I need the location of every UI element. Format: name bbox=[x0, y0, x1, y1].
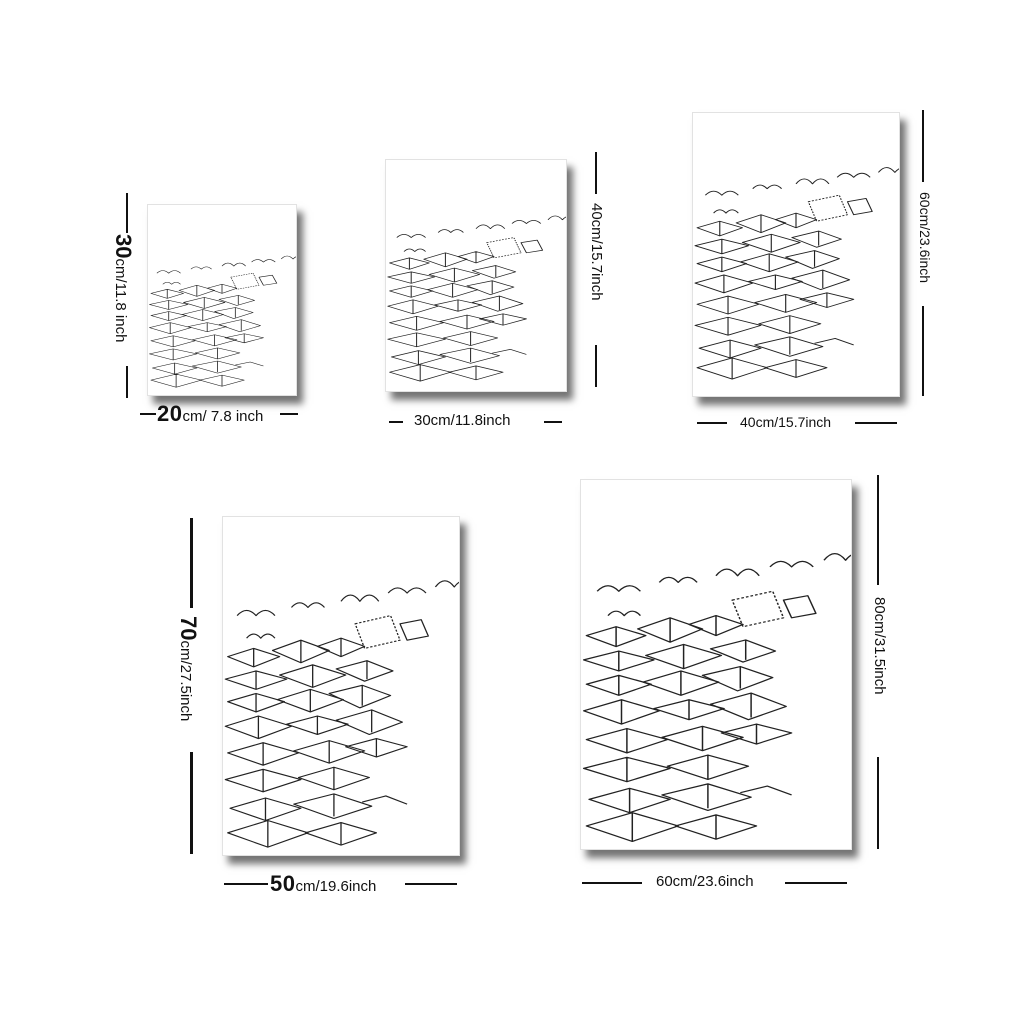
height-label-s4: 70cm/27.5inch bbox=[176, 616, 201, 722]
height-number-s1: 30 bbox=[111, 234, 136, 259]
width-number-s1: 20 bbox=[157, 401, 183, 426]
width-label-s4: 50cm/19.6inch bbox=[270, 873, 376, 895]
width-label-s5: 60cm/23.6inch bbox=[656, 873, 754, 890]
height-line-bottom-s2 bbox=[595, 345, 597, 387]
height-text-s3: 60cm/23.6inch bbox=[917, 192, 933, 284]
width-unit-s4: cm/19.6inch bbox=[295, 878, 377, 895]
height-line-top-s2 bbox=[595, 152, 597, 194]
canvas-preview-40x60 bbox=[692, 112, 900, 397]
height-number-s4: 70 bbox=[176, 616, 201, 641]
canvas-preview-30x40 bbox=[385, 159, 567, 392]
flying-books-art-icon bbox=[387, 215, 566, 382]
width-label-s1: 20cm/ 7.8 inch bbox=[157, 403, 263, 425]
width-line-right-s5 bbox=[785, 882, 847, 884]
width-line-right-s2 bbox=[544, 421, 562, 423]
width-line-right-s3 bbox=[855, 422, 897, 424]
width-line-right-s1 bbox=[280, 413, 298, 415]
width-line-left-s5 bbox=[582, 882, 642, 884]
height-line-top-s5 bbox=[877, 475, 879, 585]
height-line-top-s4 bbox=[190, 518, 193, 608]
height-line-top-s1 bbox=[126, 193, 128, 233]
flying-books-art-icon bbox=[694, 166, 899, 380]
height-text-s2: 40cm/15.7inch bbox=[588, 203, 605, 301]
height-line-bottom-s1 bbox=[126, 366, 128, 398]
width-line-left-s1 bbox=[140, 413, 156, 415]
height-line-bottom-s3 bbox=[922, 306, 924, 396]
height-line-bottom-s5 bbox=[877, 757, 879, 849]
canvas-preview-20x30 bbox=[147, 204, 297, 396]
height-label-s1: 30cm/11.8 inch bbox=[111, 234, 136, 343]
height-unit-s4: cm/27.5inch bbox=[177, 640, 194, 722]
height-label-s3: 60cm/23.6inch bbox=[916, 192, 933, 284]
canvas-preview-60x80 bbox=[580, 479, 852, 850]
height-unit-s1: cm/11.8 inch bbox=[112, 258, 129, 343]
height-line-top-s3 bbox=[922, 110, 924, 182]
width-unit-s1: cm/ 7.8 inch bbox=[182, 408, 264, 425]
width-line-left-s3 bbox=[697, 422, 727, 424]
height-text-s5: 80cm/31.5inch bbox=[871, 597, 888, 695]
height-label-s5: 80cm/31.5inch bbox=[871, 597, 888, 695]
width-line-right-s4 bbox=[405, 883, 457, 885]
width-line-left-s2 bbox=[389, 421, 403, 423]
width-label-s3: 40cm/15.7inch bbox=[740, 414, 832, 430]
height-label-s2: 40cm/15.7inch bbox=[588, 203, 605, 301]
width-label-s2: 30cm/11.8inch bbox=[414, 412, 511, 429]
width-number-s4: 50 bbox=[270, 871, 296, 896]
flying-books-art-icon bbox=[149, 255, 296, 388]
width-line-left-s4 bbox=[224, 883, 268, 885]
height-line-bottom-s4 bbox=[190, 752, 193, 854]
flying-books-art-icon bbox=[582, 552, 851, 843]
flying-books-art-icon bbox=[224, 580, 459, 848]
canvas-preview-50x70 bbox=[222, 516, 460, 856]
